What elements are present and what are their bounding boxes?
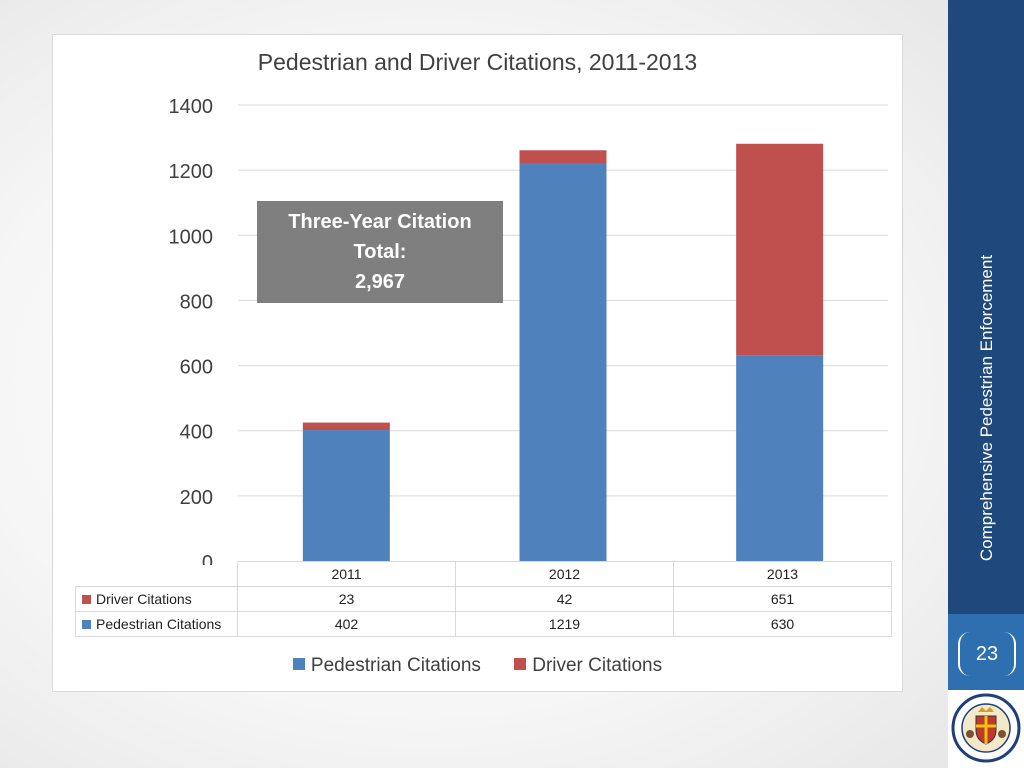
y-tick-label-600: 600 bbox=[180, 357, 213, 379]
legend-label-driver: Driver Citations bbox=[532, 655, 663, 676]
table-cell-pedestrian-2011: 402 bbox=[237, 611, 456, 637]
y-tick-label-1000: 1000 bbox=[169, 226, 214, 248]
legend-item-driver: Driver Citations bbox=[514, 655, 662, 677]
y-tick-label-200: 200 bbox=[180, 487, 213, 509]
chart-frame: Pedestrian and Driver Citations, 2011-20… bbox=[52, 34, 903, 692]
county-seal-icon bbox=[951, 693, 1021, 763]
bar-pedestrian-2013 bbox=[736, 355, 824, 561]
chart-data-table: 2011 2012 2013 Driver Citations 23 42 65… bbox=[75, 561, 892, 637]
driver-key-swatch bbox=[82, 595, 91, 604]
table-category-2011: 2011 bbox=[237, 561, 456, 587]
table-rowhead-driver-label: Driver Citations bbox=[96, 591, 192, 607]
table-row-driver: Driver Citations 23 42 651 bbox=[75, 586, 892, 612]
bar-driver-2012 bbox=[519, 150, 607, 164]
table-corner bbox=[75, 561, 238, 587]
bar-driver-2011 bbox=[302, 422, 390, 431]
bar-pedestrian-2011 bbox=[302, 430, 390, 561]
pedestrian-key-swatch bbox=[82, 620, 91, 629]
y-tick-label-1400: 1400 bbox=[169, 96, 214, 118]
y-tick-label-1200: 1200 bbox=[169, 161, 214, 183]
y-tick-label-800: 800 bbox=[180, 291, 213, 313]
callout-line-3: 2,967 bbox=[354, 271, 406, 293]
legend-item-pedestrian: Pedestrian Citations bbox=[292, 655, 481, 677]
table-cell-driver-2011: 23 bbox=[237, 586, 456, 612]
table-rowhead-pedestrian: Pedestrian Citations bbox=[75, 611, 238, 637]
y-tick-label-0: 0 bbox=[202, 552, 213, 565]
legend-swatch-driver bbox=[514, 658, 527, 670]
callout-line-2: Total: bbox=[353, 241, 407, 263]
table-cell-driver-2013: 651 bbox=[673, 586, 892, 612]
citation-total-callout: Three-Year Citation Total: 2,967 bbox=[257, 201, 503, 303]
sidebar-panel bbox=[948, 0, 1024, 614]
bar-pedestrian-2012 bbox=[519, 163, 607, 561]
table-header-row: 2011 2012 2013 bbox=[75, 561, 892, 587]
chart-plot: 0 200 400 600 800 1000 1200 1400 bbox=[169, 96, 888, 565]
page-number: 23 bbox=[958, 632, 1016, 676]
chart-legend: Pedestrian Citations Driver Citations bbox=[53, 655, 902, 677]
sidebar-title: Comprehensive Pedestrian Enforcement bbox=[977, 254, 996, 562]
callout-line-1: Three-Year Citation bbox=[288, 211, 472, 233]
table-category-2013: 2013 bbox=[673, 561, 892, 587]
chart-title: Pedestrian and Driver Citations, 2011-20… bbox=[257, 49, 698, 75]
table-cell-driver-2012: 42 bbox=[455, 586, 674, 612]
bar-driver-2013 bbox=[736, 143, 824, 356]
legend-label-pedestrian: Pedestrian Citations bbox=[310, 655, 481, 676]
table-cell-pedestrian-2012: 1219 bbox=[455, 611, 674, 637]
y-tick-label-400: 400 bbox=[180, 422, 213, 444]
table-category-2012: 2012 bbox=[455, 561, 674, 587]
table-row-pedestrian: Pedestrian Citations 402 1219 630 bbox=[75, 611, 892, 637]
county-seal-area bbox=[948, 690, 1024, 768]
page-number-panel bbox=[948, 614, 1024, 690]
legend-swatch-pedestrian bbox=[292, 658, 305, 670]
table-rowhead-pedestrian-label: Pedestrian Citations bbox=[96, 616, 222, 632]
table-cell-pedestrian-2013: 630 bbox=[673, 611, 892, 637]
table-rowhead-driver: Driver Citations bbox=[75, 586, 238, 612]
